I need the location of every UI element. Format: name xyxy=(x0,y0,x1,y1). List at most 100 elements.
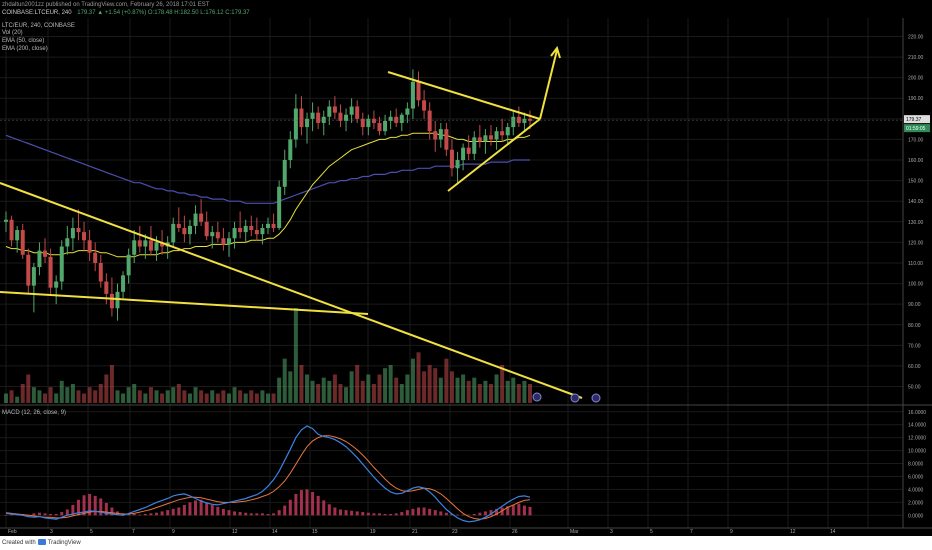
candle-body xyxy=(511,116,516,128)
tradingview-logo-icon xyxy=(37,539,46,546)
macd-hist-bar xyxy=(344,510,348,516)
volume-bar xyxy=(266,393,270,403)
candle-body xyxy=(349,106,354,115)
macd-hist-bar xyxy=(255,513,259,516)
macd-hist-bar xyxy=(210,504,214,516)
candle-body xyxy=(366,118,371,128)
macd-hist-bar xyxy=(517,503,521,516)
volume-bar xyxy=(483,380,488,403)
macd-tick-label: 8.0000 xyxy=(908,462,924,468)
candle-body xyxy=(355,106,360,119)
countdown-tag-label: 01:59:05 xyxy=(906,126,926,132)
candle-body xyxy=(494,131,499,140)
footer-bar: Created with TradingView xyxy=(0,536,932,550)
candle-body xyxy=(160,242,165,247)
candle-body xyxy=(444,129,449,150)
candle-body xyxy=(215,232,220,239)
candle-body xyxy=(199,213,204,222)
price-tick-label: 160.00 xyxy=(908,158,924,164)
volume-bar xyxy=(4,393,8,403)
volume-bar xyxy=(76,390,81,403)
macd-hist-bar xyxy=(160,511,164,516)
volume-bar xyxy=(98,384,103,403)
volume-bar xyxy=(70,384,75,403)
macd-hist-bar xyxy=(221,508,225,516)
candle-body xyxy=(472,137,477,154)
candle-body xyxy=(121,275,126,292)
macd-hist-bar xyxy=(233,511,237,516)
macd-hist-bar xyxy=(272,513,276,516)
candle-body xyxy=(461,147,466,161)
candle-body xyxy=(344,114,349,121)
macd-tick-label: 6.0000 xyxy=(908,474,924,480)
time-tick-label: 23 xyxy=(452,529,458,535)
volume-bar xyxy=(249,390,254,403)
macd-hist-bar xyxy=(266,514,270,516)
price-tick-label: 140.00 xyxy=(908,199,924,205)
tradingview-brand[interactable]: TradingView xyxy=(47,540,81,546)
symbol-label: COINBASE:LTCEUR, 240 xyxy=(2,10,72,16)
macd-hist-bar xyxy=(260,513,264,516)
macd-hist-bar xyxy=(483,511,487,516)
breakout-arrow-icon xyxy=(550,45,561,59)
price-tick-label: 200.00 xyxy=(908,76,924,82)
macd-tick-label: 12.0000 xyxy=(908,436,926,442)
indicator-ema50[interactable]: EMA (50, close) xyxy=(2,38,45,44)
candle-body xyxy=(104,281,109,294)
candle-body xyxy=(321,116,326,123)
macd-hist-bar xyxy=(433,510,437,516)
volume-bar xyxy=(288,371,293,403)
volume-bar xyxy=(282,358,287,403)
macd-tick-label: 2.0000 xyxy=(908,500,924,506)
macd-tick-label: 0.0000 xyxy=(908,513,924,519)
indicator-ema200[interactable]: EMA (200, close) xyxy=(2,46,48,52)
candle-body xyxy=(438,129,443,140)
time-tick-label: 3 xyxy=(50,529,53,535)
macd-hist-bar xyxy=(194,500,198,516)
volume-bar xyxy=(477,384,482,403)
macd-hist-bar xyxy=(338,509,342,516)
volume-bar xyxy=(154,390,159,403)
macd-hist-bar xyxy=(4,515,8,516)
candle-body xyxy=(316,112,321,123)
volume-bar xyxy=(394,377,399,403)
volume-bar xyxy=(360,380,365,403)
candle-body xyxy=(488,135,493,140)
price-tag-label: 179.37 xyxy=(906,117,922,123)
candle-body xyxy=(182,227,187,235)
volume-bar xyxy=(121,393,126,403)
volume-bar xyxy=(433,368,438,403)
macd-hist-bar xyxy=(82,495,86,516)
candle-body xyxy=(288,139,293,161)
macd-label[interactable]: MACD (12, 26, close, 9) xyxy=(2,410,67,416)
volume-bar xyxy=(305,374,310,403)
macd-hist-bar xyxy=(54,514,58,516)
price-tick-label: 170.00 xyxy=(908,137,924,143)
macd-line xyxy=(5,425,531,523)
candle-body xyxy=(254,230,259,235)
macd-hist-bar xyxy=(110,507,114,516)
indicator-volume[interactable]: Vol (20) xyxy=(2,30,23,36)
macd-hist-bar xyxy=(238,512,242,516)
candle-body xyxy=(20,230,25,255)
candle-body xyxy=(466,147,471,154)
volume-bar xyxy=(277,377,282,403)
macd-hist-bar xyxy=(76,499,80,516)
candle-body xyxy=(37,250,42,268)
volume-bar xyxy=(466,380,471,403)
macd-hist-bar xyxy=(205,502,209,516)
macd-hist-bar xyxy=(361,512,365,516)
volume-bar xyxy=(15,396,20,403)
candle-body xyxy=(266,223,270,228)
macd-hist-bar xyxy=(199,499,203,516)
time-tick-label: 14 xyxy=(830,529,836,535)
volume-bar xyxy=(182,390,187,403)
volume-bar xyxy=(377,374,382,403)
volume-bar xyxy=(316,384,321,403)
macd-hist-bar xyxy=(127,514,131,516)
macd-hist-bar xyxy=(506,506,510,516)
macd-hist-bar xyxy=(400,512,404,516)
macd-hist-bar xyxy=(456,514,460,516)
candle-body xyxy=(4,219,8,222)
